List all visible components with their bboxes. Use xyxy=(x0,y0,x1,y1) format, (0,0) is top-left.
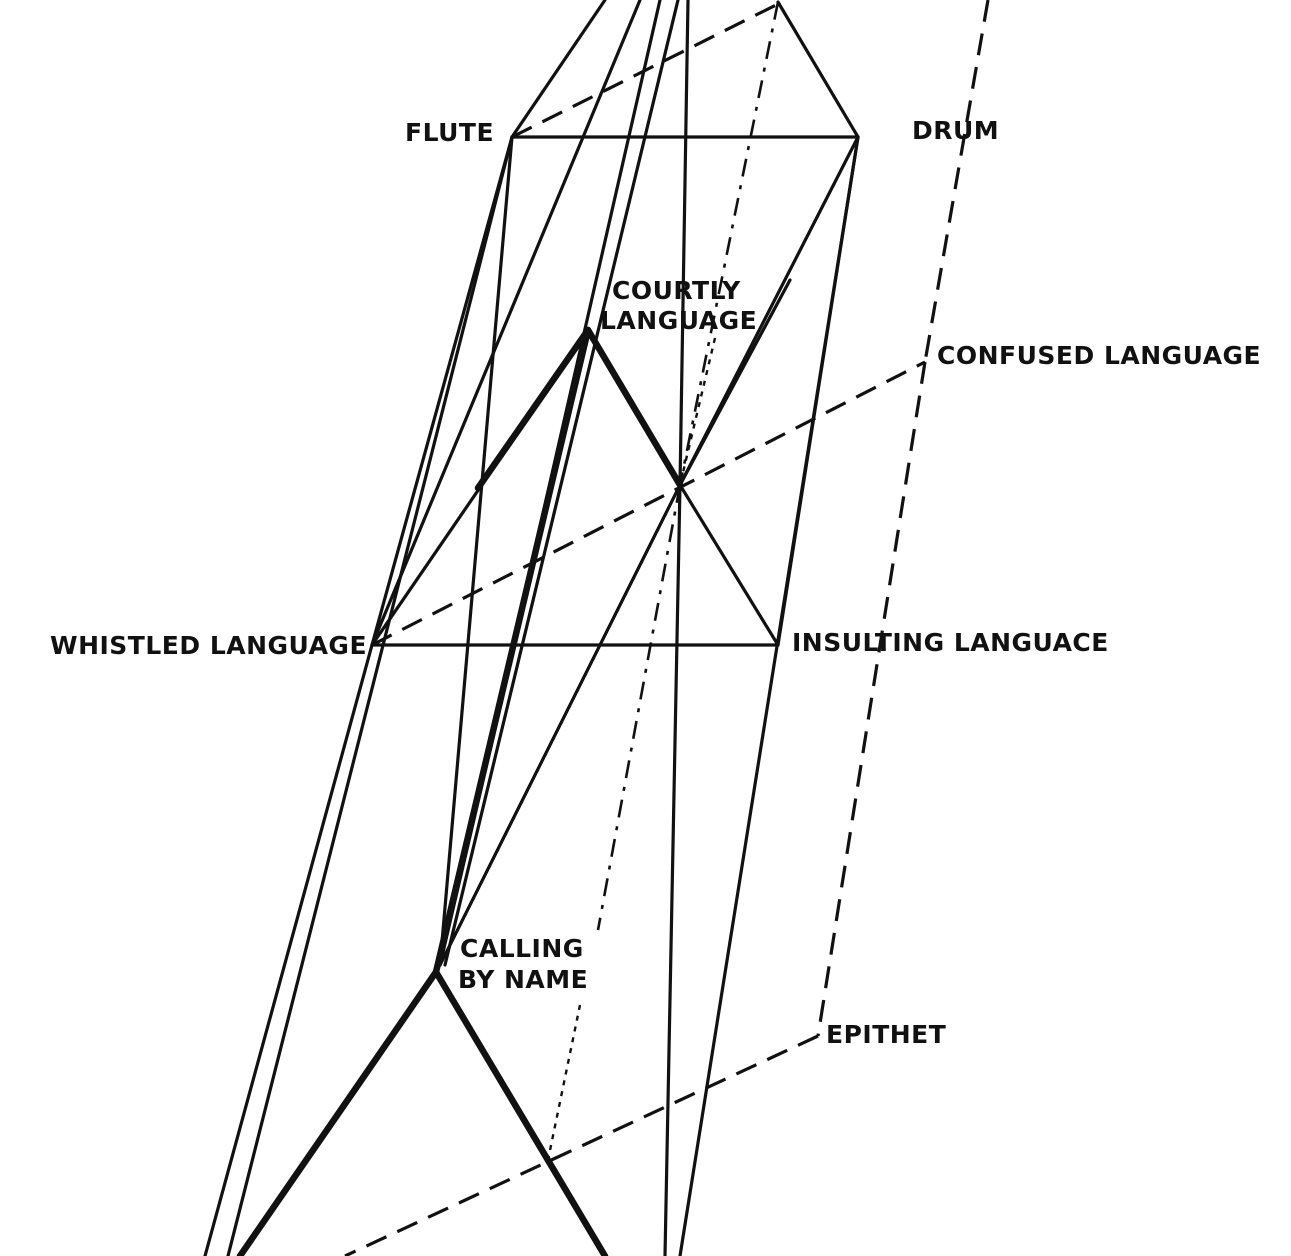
label-confused-language: CONFUSED LANGUAGE xyxy=(937,341,1261,370)
thick-line-whistled-courtly xyxy=(474,326,592,492)
label-calling-line2: BY NAME xyxy=(458,965,588,994)
line-top-center xyxy=(678,0,690,487)
dashed-lines xyxy=(344,0,990,1256)
dotted-line-top-center xyxy=(678,1,780,486)
label-calling-line1: CALLING xyxy=(460,934,584,963)
dotted-line-calling-lower xyxy=(546,1004,582,1161)
thick-line-calling-right xyxy=(432,968,609,1256)
line-flute-down xyxy=(438,135,514,967)
labels: FLUTE DRUM COURTLY LANGUAGE CONFUSED LAN… xyxy=(50,116,1261,1049)
dashed-line-flute-top xyxy=(511,0,783,139)
dashed-line-whistled-confused xyxy=(371,360,926,647)
dotted-line-courtly-center xyxy=(678,337,717,486)
label-drum: DRUM xyxy=(912,116,999,145)
label-insulting-language: INSULTING LANGUACE xyxy=(792,628,1109,657)
thick-line-calling-up xyxy=(432,326,592,976)
dashed-line-drum-confused xyxy=(923,0,990,363)
line-top-calling-b xyxy=(443,0,680,967)
label-flute: FLUTE xyxy=(405,118,494,147)
dashed-line-confused-epithet xyxy=(816,361,927,1037)
solid-lines xyxy=(203,0,860,1256)
label-whistled-language: WHISTLED LANGUAGE xyxy=(50,631,367,660)
line-flute-whistled xyxy=(370,135,514,647)
line-whistled-bottom xyxy=(203,643,374,1256)
line-top-whistled xyxy=(370,0,642,647)
thick-line-courtly-center xyxy=(584,326,684,489)
thick-line-calling-left xyxy=(236,968,440,1256)
dashed-line-epithet-bottom xyxy=(344,1034,819,1256)
line-center-down xyxy=(663,483,682,1256)
dotted-line-center-calling xyxy=(596,484,682,931)
line-drum-down xyxy=(678,135,860,1256)
label-courtly-line1: COURTLY xyxy=(612,276,741,305)
line-center-insulting xyxy=(678,483,780,647)
line-center-calling xyxy=(438,483,682,967)
line-flute-bottom xyxy=(226,135,514,1256)
line-flute-up xyxy=(510,0,607,139)
label-epithet: EPITHET xyxy=(826,1020,946,1049)
line-courtly-upper-right xyxy=(678,278,792,487)
line-drum-apex xyxy=(776,0,860,139)
thick-lines xyxy=(236,326,684,1256)
label-courtly-line2: LANGUAGE xyxy=(600,306,757,335)
dotted-lines xyxy=(546,1,780,1161)
